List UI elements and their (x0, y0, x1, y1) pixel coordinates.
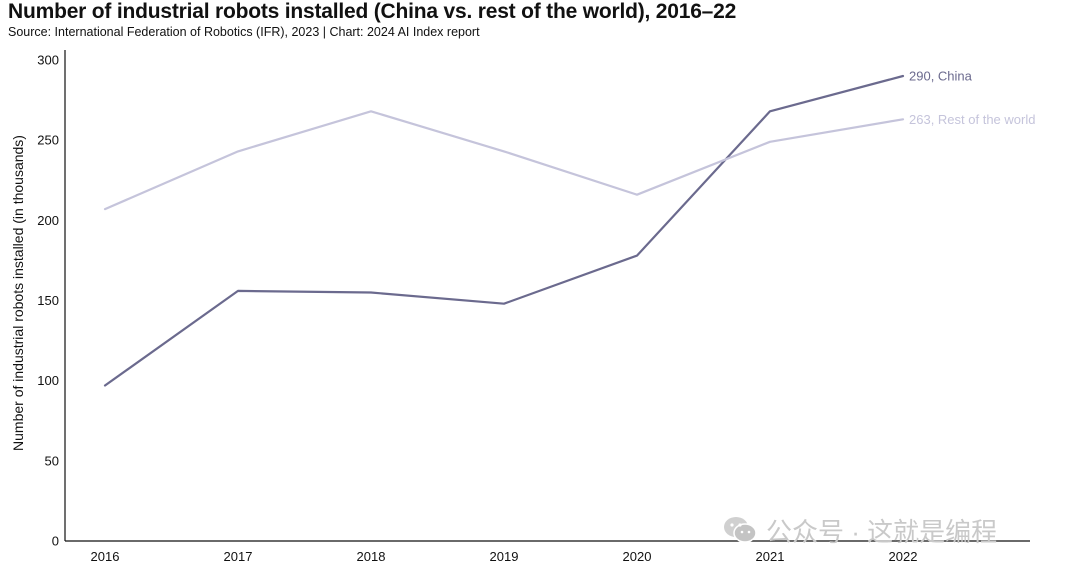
series-labels: 290, China 263, Rest of the world (909, 69, 1035, 127)
series-end-label-china: 290, China (909, 69, 973, 84)
x-tick-label: 2021 (756, 549, 785, 564)
chart-title: Number of industrial robots installed (C… (8, 0, 737, 23)
chart-subtitle: Source: International Federation of Robo… (8, 25, 480, 39)
y-tick-label: 200 (37, 213, 59, 228)
y-tick-label: 250 (37, 133, 59, 148)
x-tick-label: 2016 (91, 549, 120, 564)
x-tick-label: 2020 (623, 549, 652, 564)
y-tick-label: 0 (52, 534, 59, 549)
series-line-china (103, 74, 905, 387)
y-tick-label: 100 (37, 373, 59, 388)
x-tick-label: 2018 (357, 549, 386, 564)
watermark: 公众号 · 这就是编程 (722, 512, 997, 548)
y-tick-label: 50 (45, 453, 59, 468)
series-lines (103, 74, 905, 387)
x-tick-label: 2022 (889, 549, 918, 564)
x-tick-label: 2017 (224, 549, 253, 564)
watermark-text: 公众号 · 这就是编程 (766, 516, 998, 547)
series-line-rest-of-the-world (103, 110, 905, 211)
x-tick-label: 2019 (490, 549, 519, 564)
y-tick-label: 150 (37, 293, 59, 308)
y-tick-label: 300 (37, 53, 59, 68)
axes: 0 50 100 150 200 250 300 2016 2017 2018 2019 2020 20… (37, 50, 1030, 564)
series-end-label-rest-of-the-world: 263, Rest of the world (909, 112, 1035, 127)
wechat-icon (724, 517, 757, 543)
